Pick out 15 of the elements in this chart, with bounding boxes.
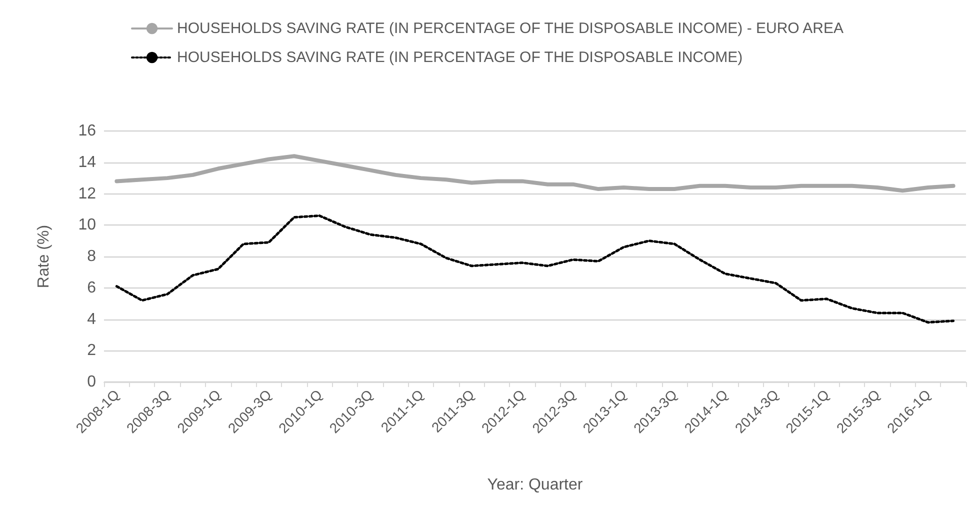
y-tick-label: 8: [87, 248, 96, 265]
y-tick-label: 14: [78, 154, 96, 171]
line-series: [114, 154, 956, 193]
y-tick-label: 2: [87, 342, 96, 360]
y-tick-label: 12: [78, 185, 96, 202]
y-tick-label: 10: [78, 216, 96, 234]
y-tick-label: 0: [87, 374, 96, 390]
y-axis-title: Rate (%): [36, 224, 52, 288]
y-tick-label: 6: [87, 279, 96, 296]
y-tick-label: 16: [78, 122, 96, 140]
legend-label: HOUSEHOLDS SAVING RATE (IN PERCENTAGE OF THE DISPOSABLE INCOME): [177, 49, 743, 66]
legend-label: HOUSEHOLDS SAVING RATE (IN PERCENTAGE OF THE DISPOSABLE INCOME) - EURO AREA: [177, 20, 844, 37]
x-axis-title: Year: Quarter: [487, 476, 584, 494]
y-tick-label: 4: [87, 310, 96, 328]
line-series: [115, 214, 955, 324]
